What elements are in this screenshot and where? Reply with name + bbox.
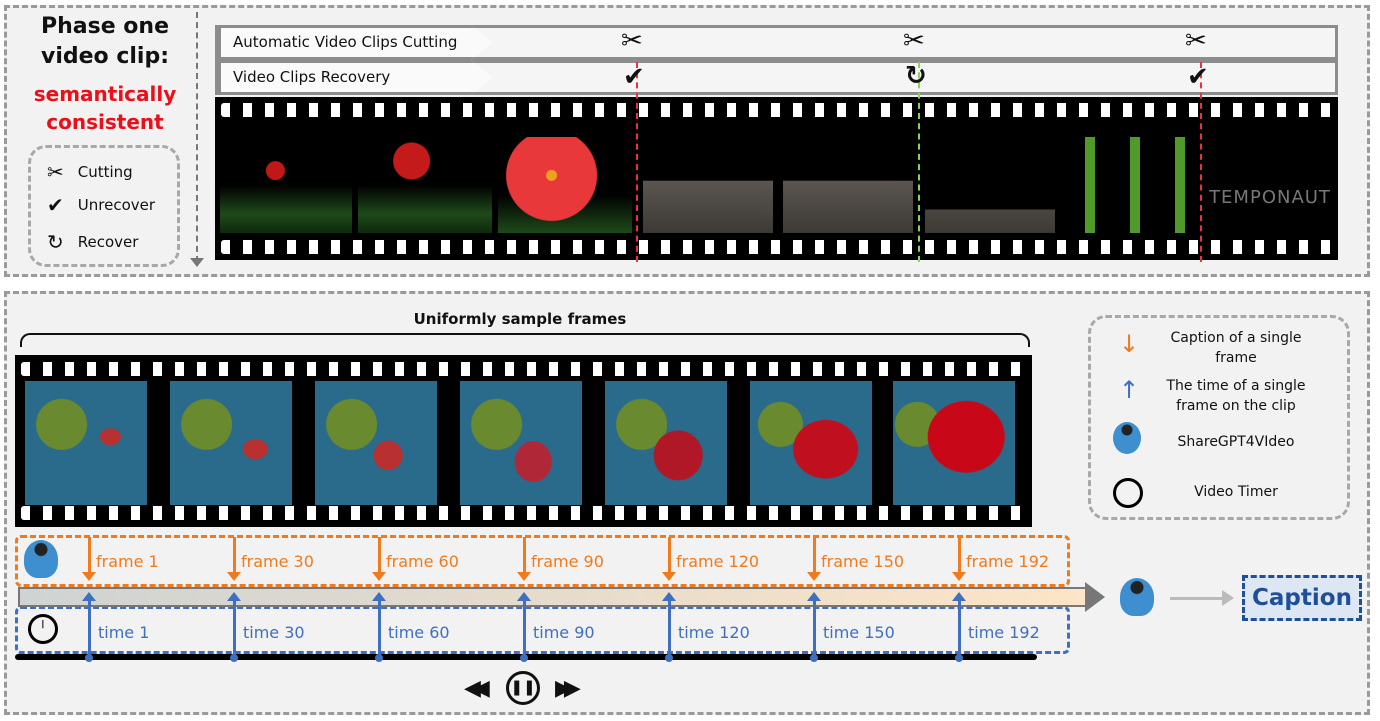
scissors-icon: ✂ bbox=[47, 160, 64, 184]
time-arrow bbox=[82, 592, 96, 662]
caption-arrow bbox=[517, 537, 531, 581]
track-label: Automatic Video Clips Cutting bbox=[218, 25, 493, 60]
frame-label: frame 60 bbox=[386, 552, 459, 571]
caption-output: Caption bbox=[1242, 575, 1362, 621]
sampled-frame bbox=[315, 381, 437, 505]
video-frame bbox=[358, 137, 492, 233]
sampled-frame bbox=[25, 381, 147, 505]
pause-button[interactable]: ❚❚ bbox=[506, 671, 540, 705]
sampled-frame bbox=[750, 381, 872, 505]
frame-label: frame 90 bbox=[531, 552, 604, 571]
track-label: Video Clips Recovery bbox=[218, 60, 493, 95]
check-icon: ✔ bbox=[1187, 62, 1209, 92]
video-frame bbox=[925, 137, 1055, 233]
time-arrow bbox=[662, 592, 676, 662]
brace-label: Uniformly sample frames bbox=[413, 310, 627, 328]
divider-arrowhead-icon bbox=[190, 258, 204, 274]
time-label: time 150 bbox=[823, 623, 895, 642]
time-arrow bbox=[372, 592, 386, 662]
phase-one-legend: ✂ Cutting ✔ Unrecover ↻ Recover bbox=[28, 145, 180, 267]
frame-label: frame 1 bbox=[96, 552, 159, 571]
legend-label: Unrecover bbox=[77, 196, 156, 214]
stopwatch-icon: ╵ bbox=[28, 614, 58, 644]
rewind-button[interactable]: ◀◀ bbox=[464, 676, 490, 701]
time-arrow bbox=[807, 592, 821, 662]
time-arrow bbox=[517, 592, 531, 662]
frame-label: frame 30 bbox=[241, 552, 314, 571]
timeline-arrowhead bbox=[1085, 582, 1105, 612]
time-label: time 30 bbox=[243, 623, 305, 642]
time-label: time 1 bbox=[98, 623, 150, 642]
time-label: time 60 bbox=[388, 623, 450, 642]
stopwatch-icon bbox=[1113, 478, 1143, 508]
time-box bbox=[15, 606, 1070, 654]
sampled-filmstrip bbox=[15, 355, 1032, 527]
blue-up-arrow-icon: ↑ bbox=[1119, 376, 1140, 404]
caption-arrow bbox=[952, 537, 966, 581]
phase-one-subtitle: semantically consistent bbox=[33, 82, 177, 134]
legend-label: Caption of a single frame bbox=[1170, 330, 1302, 366]
caption-arrow bbox=[227, 537, 241, 581]
video-frame bbox=[1065, 137, 1197, 233]
scissors-icon: ✂ bbox=[621, 26, 643, 56]
sampled-frame bbox=[893, 381, 1015, 505]
vertical-divider-arrow bbox=[196, 12, 198, 262]
brace bbox=[20, 333, 1030, 347]
time-label: time 120 bbox=[678, 623, 750, 642]
time-arrow bbox=[952, 592, 966, 662]
temponaut-logo-frame: TEMPONAUT bbox=[1205, 137, 1335, 233]
phase-one-filmstrip: TEMPONAUT bbox=[215, 97, 1338, 260]
track-recovery: Video Clips Recovery bbox=[215, 60, 1338, 95]
video-frame bbox=[643, 137, 773, 233]
video-frame bbox=[220, 137, 352, 233]
legend-label: Video Timer bbox=[1194, 484, 1278, 500]
time-arrow bbox=[227, 592, 241, 662]
video-frame bbox=[498, 137, 632, 233]
caption-box bbox=[15, 535, 1070, 587]
time-label: time 192 bbox=[968, 623, 1040, 642]
timeline-bar bbox=[18, 587, 1088, 607]
recover-arrow-icon: ↻ bbox=[905, 61, 927, 91]
fast-forward-button[interactable]: ▶▶ bbox=[555, 676, 581, 701]
dolphin-icon bbox=[1113, 422, 1141, 454]
orange-down-arrow-icon: ↓ bbox=[1119, 330, 1140, 358]
time-label: time 90 bbox=[533, 623, 595, 642]
caption-arrow bbox=[662, 537, 676, 581]
track-cutting: Automatic Video Clips Cutting bbox=[215, 25, 1338, 60]
frame-label: frame 150 bbox=[821, 552, 905, 571]
cut-line bbox=[918, 62, 920, 262]
caption-arrow bbox=[807, 537, 821, 581]
sampled-frame bbox=[605, 381, 727, 505]
cut-line bbox=[636, 62, 638, 262]
recover-arrow-icon: ↻ bbox=[47, 230, 64, 254]
output-arrow bbox=[1170, 597, 1225, 600]
check-icon: ✔ bbox=[623, 62, 645, 92]
sampled-frame bbox=[460, 381, 582, 505]
dolphin-icon bbox=[1120, 578, 1154, 616]
sampled-frame bbox=[170, 381, 292, 505]
scissors-icon: ✂ bbox=[1185, 26, 1207, 56]
legend-label: ShareGPT4VIdeo bbox=[1177, 434, 1295, 450]
frame-label: frame 192 bbox=[966, 552, 1050, 571]
cut-line bbox=[1200, 62, 1202, 262]
scissors-icon: ✂ bbox=[903, 26, 925, 56]
frame-label: frame 120 bbox=[676, 552, 760, 571]
phase-one-title: Phase one video clip: bbox=[40, 14, 169, 69]
check-icon: ✔ bbox=[47, 193, 64, 217]
caption-arrow bbox=[82, 537, 96, 581]
legend-label: Cutting bbox=[77, 163, 133, 181]
phase-two-legend: ↓ Caption of a single frame ↑ The time o… bbox=[1088, 315, 1350, 520]
video-frame bbox=[783, 137, 913, 233]
caption-arrow bbox=[372, 537, 386, 581]
dolphin-icon bbox=[24, 540, 58, 578]
output-arrowhead bbox=[1222, 590, 1234, 606]
legend-label: Recover bbox=[77, 233, 139, 251]
legend-label: The time of a single frame on the clip bbox=[1166, 378, 1306, 414]
